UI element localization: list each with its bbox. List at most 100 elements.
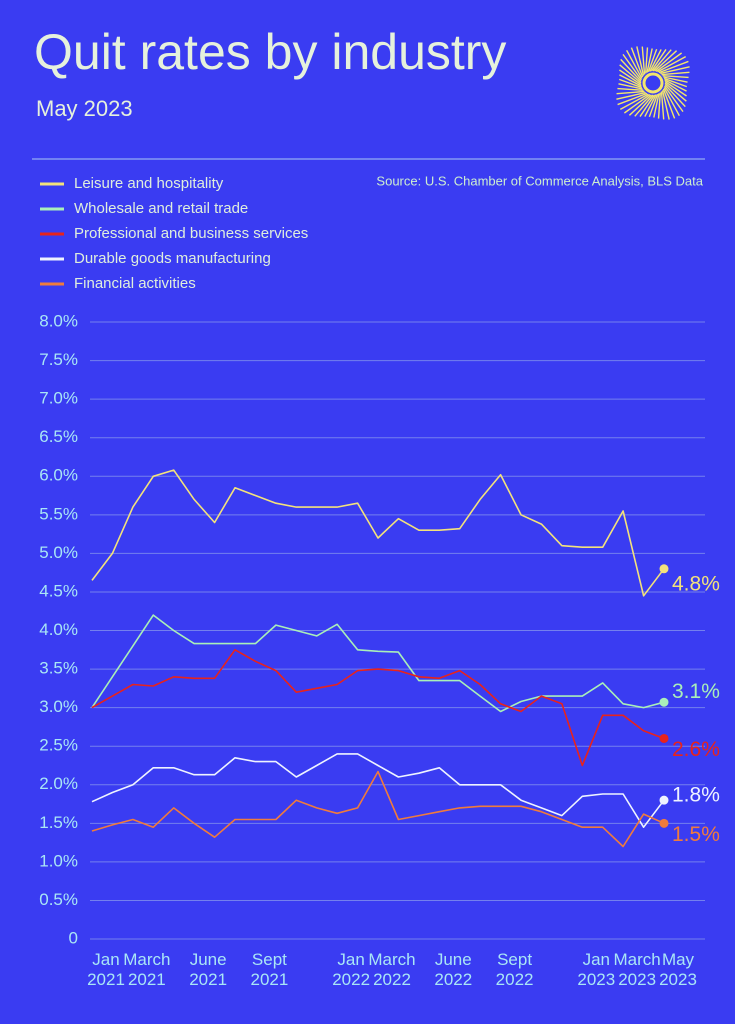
x-tick-label: March 2021: [123, 950, 170, 989]
logo-ray: [663, 76, 688, 83]
legend-label: Durable goods manufacturing: [74, 250, 271, 267]
end-dot: [659, 733, 669, 743]
logo-ray: [618, 78, 643, 89]
logo-center: [642, 72, 664, 94]
logo-ray: [660, 66, 690, 75]
logo-ray: [661, 90, 670, 120]
logo-ray: [663, 77, 688, 88]
series-line: [91, 770, 665, 848]
logo-ray: [664, 79, 687, 92]
y-tick-label: 2.0%: [39, 774, 78, 793]
y-tick-label: 8.0%: [39, 311, 78, 330]
y-tick-label: 4.0%: [39, 620, 78, 639]
logo-ray: [660, 91, 665, 120]
series-line: [91, 649, 665, 767]
logo: [616, 46, 690, 120]
logo-ray: [657, 92, 662, 119]
logo-ray: [658, 60, 689, 74]
chart-subtitle: May 2023: [36, 96, 133, 121]
x-tick-label: Jan 2021: [87, 950, 125, 989]
logo-ray: [641, 46, 646, 75]
legend-label: Leisure and hospitality: [74, 175, 224, 192]
logo-ray: [619, 74, 642, 87]
logo-ray: [630, 47, 644, 78]
logo-ray: [654, 50, 678, 72]
logo-ray: [619, 69, 642, 86]
y-tick-label: 6.0%: [39, 466, 78, 485]
logo-ray: [648, 93, 659, 118]
end-dot: [659, 564, 669, 574]
logo-ray: [639, 94, 656, 117]
logo-ray: [661, 71, 690, 76]
logo-ray: [623, 94, 651, 114]
x-tick-label: Sept 2021: [251, 950, 289, 989]
logo-ray: [628, 94, 652, 116]
logo-ray: [657, 56, 687, 73]
y-tick-label: 1.5%: [39, 813, 78, 832]
logo-ray: [664, 82, 687, 102]
logo-ray: [617, 87, 644, 92]
value-label: 1.5%: [672, 823, 720, 846]
y-tick-label: 1.0%: [39, 851, 78, 870]
end-dot: [659, 818, 669, 828]
x-tick-label: March 2022: [368, 950, 415, 989]
logo-ray: [664, 84, 686, 108]
logo-ray: [652, 49, 672, 72]
logo-ray: [619, 93, 649, 110]
series-line: [91, 614, 665, 713]
y-tick-label: 4.5%: [39, 581, 78, 600]
x-tick-label: May 2023: [659, 950, 697, 989]
logo-ray: [636, 46, 645, 76]
logo-ray: [617, 92, 648, 106]
y-tick-label: 2.5%: [39, 736, 78, 755]
logo-ray: [647, 48, 658, 73]
end-dot: [659, 795, 669, 805]
logo-ray: [649, 49, 662, 72]
logo-ray: [619, 64, 642, 84]
y-tick-label: 6.5%: [39, 427, 78, 446]
legend-label: Professional and business services: [74, 225, 308, 242]
end-dot: [659, 697, 669, 707]
y-tick-label: 3.0%: [39, 697, 78, 716]
x-tick-label: Jan 2023: [577, 950, 615, 989]
logo-ray: [626, 49, 643, 79]
logo-ray: [644, 94, 657, 117]
logo-rays: [616, 46, 690, 120]
logo-ray: [622, 53, 642, 81]
logo-ray: [662, 74, 689, 79]
logo-ray: [644, 47, 649, 74]
logo-ray: [650, 49, 667, 72]
y-tick-label: 7.5%: [39, 350, 78, 369]
x-tick-label: Jan 2022: [332, 950, 370, 989]
logo-ray: [655, 52, 683, 72]
logo-ray: [616, 90, 645, 95]
logo-ray: [653, 93, 660, 118]
logo-ray: [663, 87, 680, 117]
x-tick-label: June 2021: [189, 950, 227, 989]
chart-title: Quit rates by industry: [34, 24, 506, 80]
x-tick-label: March 2023: [614, 950, 661, 989]
logo-ray: [646, 48, 653, 73]
value-label: 2.6%: [672, 738, 720, 761]
logo-ray: [616, 91, 646, 100]
value-label: 4.8%: [672, 572, 720, 595]
series-line: [91, 469, 665, 597]
logo-ray: [634, 94, 654, 117]
y-tick-label: 0: [69, 928, 78, 947]
value-label: 1.8%: [672, 784, 720, 807]
y-tick-label: 3.5%: [39, 659, 78, 678]
y-tick-label: 5.5%: [39, 504, 78, 523]
logo-ray: [618, 83, 643, 90]
source-note: Source: U.S. Chamber of Commerce Analysi…: [376, 173, 703, 188]
logo-ray: [664, 80, 687, 97]
y-tick-label: 0.5%: [39, 890, 78, 909]
logo-ray: [620, 58, 642, 82]
x-tick-label: June 2022: [434, 950, 472, 989]
logo-ray: [664, 85, 684, 113]
value-label: 3.1%: [672, 680, 720, 703]
legend-label: Financial activities: [74, 275, 196, 292]
y-tick-label: 7.0%: [39, 389, 78, 408]
logo-ray: [662, 88, 676, 119]
